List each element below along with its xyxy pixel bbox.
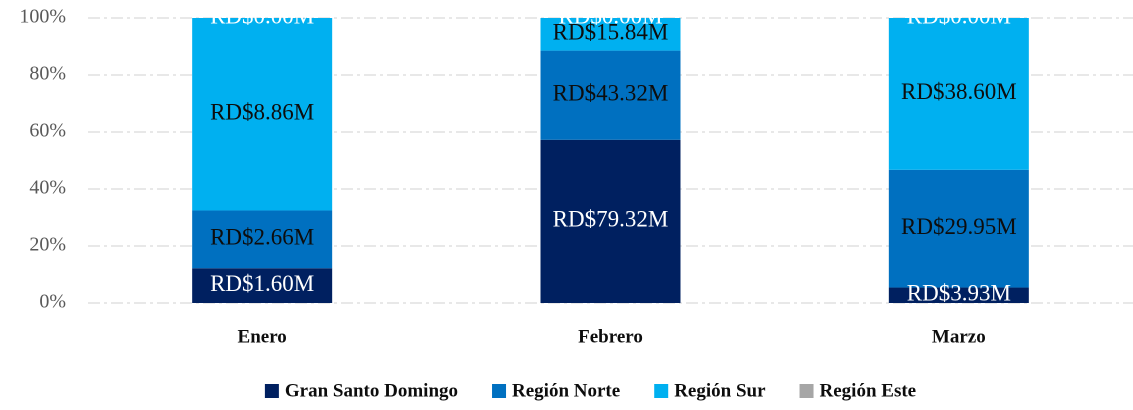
data-label: RD$3.93M: [907, 281, 1011, 306]
legend-label: Gran Santo Domingo: [285, 380, 458, 401]
data-label: RD$0.00M: [210, 3, 314, 28]
data-label: RD$79.32M: [553, 207, 669, 232]
x-tick-label: Febrero: [578, 326, 643, 347]
data-label: RD$0.00M: [558, 3, 662, 28]
legend-label: Región Este: [820, 380, 917, 401]
data-label: RD$43.32M: [553, 80, 669, 105]
bar-segment: [540, 18, 681, 51]
legend-label: Región Sur: [674, 380, 766, 401]
legend-label: Región Norte: [512, 380, 620, 401]
bar-segment: [192, 210, 333, 269]
bar-segment: [192, 268, 333, 303]
data-label: RD$8.86M: [210, 100, 314, 125]
y-tick-label: 0%: [39, 291, 66, 313]
bar-segment: [192, 18, 333, 211]
data-label: RD$15.84M: [553, 20, 669, 45]
x-tick-label: Enero: [238, 326, 287, 347]
y-tick-label: 60%: [29, 120, 66, 142]
y-tick-label: 20%: [29, 234, 66, 256]
legend-swatch: [492, 384, 507, 398]
legend-swatch: [264, 384, 279, 398]
bar-segment: [540, 139, 681, 303]
legend-swatch: [799, 384, 814, 398]
x-tick-label: Marzo: [932, 326, 986, 347]
bar-segment: [888, 18, 1029, 170]
data-label: RD$2.66M: [210, 225, 314, 250]
data-label: RD$29.95M: [901, 214, 1017, 239]
data-label: RD$38.60M: [901, 79, 1017, 104]
bar-segment: [888, 287, 1029, 303]
bar-segment: [540, 50, 681, 140]
data-label: RD$1.60M: [210, 271, 314, 296]
data-label: RD$0.00M: [907, 3, 1011, 28]
bar-segment: [888, 169, 1029, 288]
legend-swatch: [654, 384, 669, 398]
y-tick-label: 40%: [29, 177, 66, 199]
y-tick-label: 80%: [29, 63, 66, 85]
y-tick-label: 100%: [19, 6, 66, 28]
